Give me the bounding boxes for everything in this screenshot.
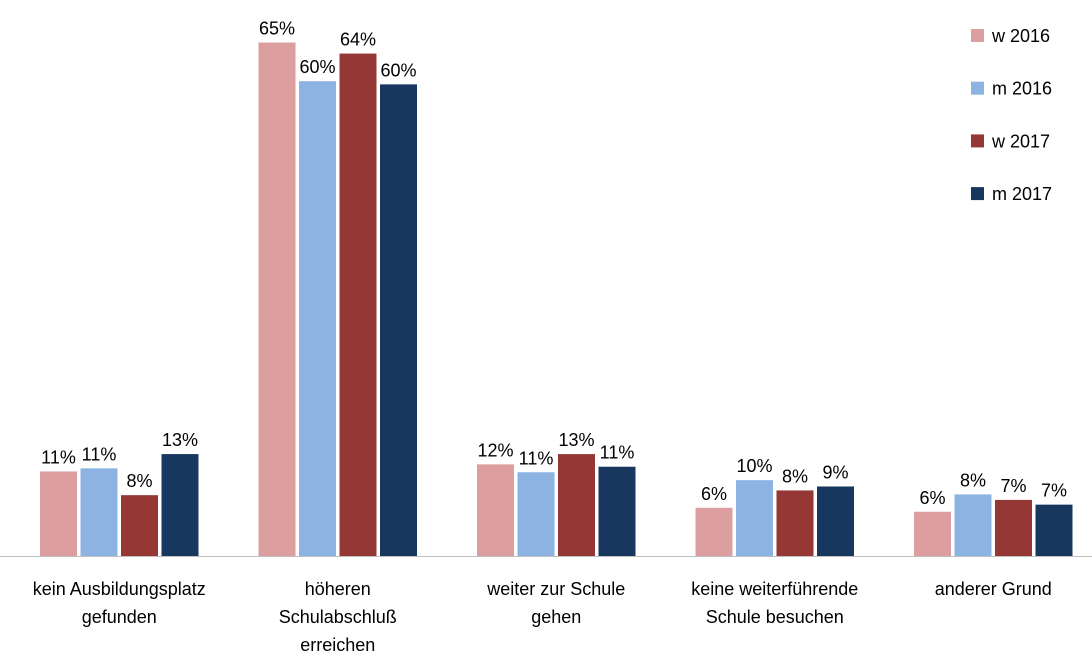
bar [380,84,417,557]
data-label: 13% [558,430,594,450]
data-label: 11% [82,444,117,464]
data-label: 11% [519,448,554,468]
data-label: 10% [736,456,772,476]
data-label: 6% [919,488,945,508]
data-label: 11% [41,447,76,467]
data-label: 6% [701,484,727,504]
bar [914,511,951,556]
legend-swatch [971,81,984,95]
legend-swatch [971,29,984,42]
bar [40,471,77,556]
legend-label: w 2017 [991,131,1050,151]
x-tick-label: kein Ausbildungsplatz gefunden [33,579,206,627]
data-label: 9% [822,462,848,482]
legend-swatch [971,134,984,148]
data-label: 12% [477,440,513,460]
legend-label: w 2016 [991,26,1050,46]
data-label: 65% [259,19,295,39]
data-label: 7% [1041,481,1067,501]
data-label: 60% [380,60,416,80]
bar [258,42,296,556]
bar [776,490,814,556]
bar [598,466,636,556]
x-tick-label: weiter zur Schule gehen [486,579,625,627]
bar [299,81,336,557]
data-label: 8% [960,470,986,490]
bar [161,454,199,556]
legend-label: m 2016 [992,79,1052,99]
data-label: 8% [782,466,808,486]
bar [339,53,377,557]
data-label: 64% [340,30,376,50]
bar [121,495,158,556]
bar [954,494,992,556]
bar [477,464,514,556]
x-tick-label: anderer Grund [935,579,1052,599]
bar [1035,504,1073,556]
bar [558,454,595,556]
data-label: 7% [1000,476,1026,496]
data-label: 13% [162,430,198,450]
bar [995,499,1032,556]
data-label: 60% [299,57,335,77]
data-label: 8% [126,471,152,491]
bar [817,486,854,556]
legend-label: m 2017 [992,184,1052,204]
x-tick-label: keine weiterführende Schule besuchen [691,579,858,627]
legend-swatch [971,187,984,201]
bar [80,468,118,556]
bar [736,480,773,556]
bar [695,507,733,556]
x-tick-label: höheren Schulabschluß erreichen [279,579,397,655]
bar [517,472,555,556]
data-label: 11% [600,443,635,463]
